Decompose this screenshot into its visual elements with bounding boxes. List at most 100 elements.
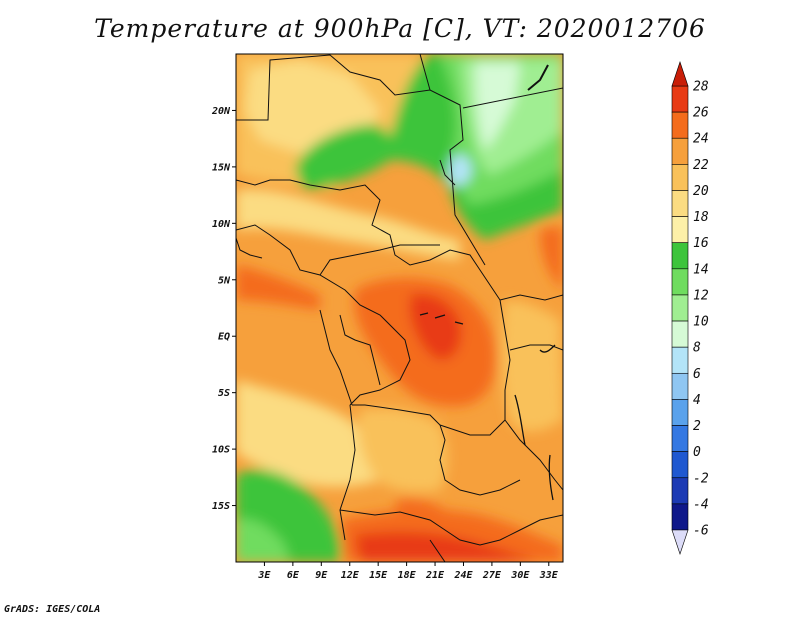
lon-tick-label: 21E: [425, 570, 445, 581]
field-zone-zambia-20: [358, 408, 448, 492]
colorbar-swatch: [671, 137, 689, 165]
field-zone-southwest-12: [236, 518, 290, 562]
lon-tick-label: 12E: [341, 570, 360, 581]
border-egypt-sudan: [462, 87, 563, 109]
colorbar-label: 16: [693, 236, 709, 251]
lat-tick-label: 15S: [212, 501, 230, 512]
coastline-west: [319, 309, 353, 406]
lat-tick-label: 5N: [218, 275, 231, 286]
colorbar-swatch: [671, 294, 689, 322]
colorbar-label: 28: [693, 80, 709, 95]
colorbar-swatch: [671, 216, 689, 244]
lat-tick-label: 10S: [212, 445, 230, 456]
border-gabon: [339, 314, 381, 386]
border-botswana: [429, 539, 446, 562]
border-congo-north: [236, 224, 411, 406]
grads-credit: GrADS: IGES/COLA: [4, 604, 101, 615]
field-zone-coast-24: [236, 265, 320, 310]
colorbar-swatch: [671, 503, 689, 531]
field-zone-angola-18: [236, 380, 380, 487]
border-sahara: [236, 54, 486, 266]
colorbar-swatch: [671, 268, 689, 296]
colorbar-label: -2: [693, 471, 709, 486]
coastline-highland-lake: [439, 159, 456, 186]
colorbar-swatch: [671, 190, 689, 217]
lon-tick-label: 24E: [453, 570, 473, 581]
border-sahel: [236, 179, 501, 301]
plot-frame: [235, 53, 564, 563]
colorbar-label: 8: [693, 341, 701, 356]
colorbar-label: 10: [693, 315, 709, 330]
lon-tick-label: 18E: [398, 570, 417, 581]
colorbar-label: 0: [693, 445, 701, 460]
lake-tanganyika: [514, 394, 526, 446]
colorbar-over-arrow: [671, 61, 689, 87]
lat-tick-label: EQ: [218, 332, 230, 343]
longitude-axis: 3E 6E 9E 12E 15E 18E 21E 24E 27E 30E 33E: [257, 562, 559, 581]
colorbar-swatch: [671, 164, 689, 191]
colorbar-label: 6: [693, 367, 701, 382]
colorbar-label: 4: [693, 393, 701, 408]
colorbar-swatch: [671, 320, 689, 348]
border-drc-east: [439, 299, 511, 436]
field-zone-south-26: [355, 531, 540, 562]
temperature-field: [236, 54, 563, 562]
field-zone-east-24: [540, 227, 563, 290]
colorbar-swatch: [671, 425, 689, 452]
border-angola-coast: [339, 404, 356, 541]
colorbar-swatch: [671, 451, 689, 479]
colorbar-label: 22: [693, 158, 709, 173]
colorbar-label: -4: [693, 497, 709, 512]
border-tanzania: [509, 344, 563, 351]
field-zone-chad-14: [295, 124, 394, 190]
border-libya-egypt: [419, 54, 431, 91]
colorbar-label: 24: [693, 132, 709, 147]
colorbar-label: 14: [693, 262, 709, 277]
lon-tick-label: 15E: [369, 570, 388, 581]
lon-tick-label: 33E: [539, 570, 559, 581]
colorbar-swatch: [671, 111, 689, 139]
lakes: [419, 312, 556, 501]
lake-victoria: [539, 344, 556, 353]
coastline-red-sea: [527, 64, 549, 91]
latitude-axis: 20N 15N 10N 5N EQ 5S 10S 15S: [211, 106, 236, 512]
colorbar-swatch: [671, 346, 689, 374]
lat-tick-label: 20N: [211, 106, 231, 117]
colorbar-label: 2: [693, 419, 701, 434]
colorbar-swatch: [671, 85, 689, 113]
border-angola-zambia: [352, 404, 521, 496]
lat-tick-label: 15N: [212, 162, 231, 173]
lake-marks-congo: [419, 312, 464, 325]
lon-tick-label: 6E: [287, 570, 300, 581]
colorbar-label: 18: [693, 210, 709, 225]
field-zone-rift-20: [501, 300, 563, 432]
country-borders: [236, 54, 563, 562]
lat-tick-label: 10N: [212, 219, 231, 230]
border-uganda-kenya: [499, 294, 563, 301]
colorbar-label: 26: [693, 106, 709, 121]
border-car: [319, 244, 440, 276]
colorbar-swatch: [671, 477, 689, 505]
field-zone-northeast-8: [475, 62, 520, 150]
field-zone-zambezi-24: [395, 498, 455, 528]
lake-malawi: [548, 454, 554, 501]
colorbar-label: -6: [693, 524, 709, 539]
border-southern: [339, 509, 563, 546]
field-zone-highland-6: [448, 154, 472, 186]
border-malawi: [504, 419, 563, 491]
colorbar-label: 12: [693, 288, 709, 303]
field-zone-sahel-18: [236, 189, 460, 260]
colorbar-swatch: [671, 242, 689, 270]
field-zone-congo-26: [410, 293, 462, 360]
colorbar-under-arrow: [671, 529, 689, 555]
lat-tick-label: 5S: [218, 388, 230, 399]
coastline-gulf-guinea: [236, 237, 263, 259]
lon-tick-label: 30E: [510, 570, 530, 581]
colorbar-swatch: [671, 399, 689, 426]
lon-tick-label: 9E: [315, 570, 328, 581]
lon-tick-label: 3E: [257, 570, 271, 581]
colorbar-label: 20: [693, 184, 709, 199]
map-title: Temperature at 900hPa [C], VT: 202001270…: [94, 14, 706, 43]
